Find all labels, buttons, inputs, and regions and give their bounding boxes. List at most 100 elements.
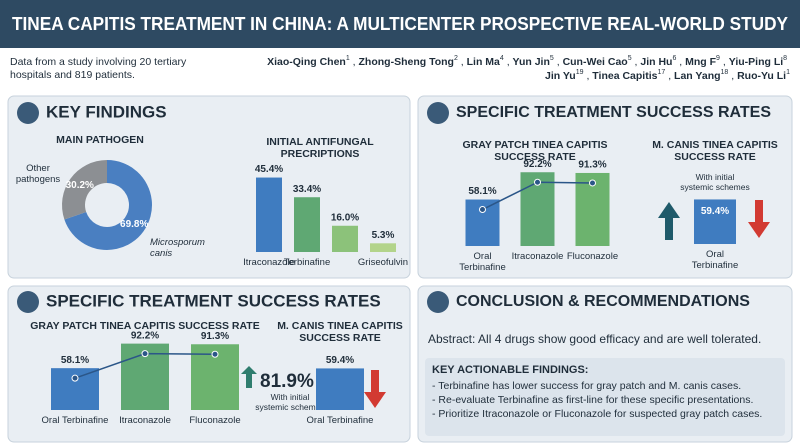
down-arrow bbox=[364, 370, 386, 408]
trend-point bbox=[71, 374, 79, 382]
value-label: 91.3% bbox=[578, 160, 606, 171]
bar bbox=[316, 368, 364, 410]
bar bbox=[332, 225, 358, 252]
highlight-note: With initial systemic schemes bbox=[255, 392, 324, 412]
author-sup: 1 bbox=[786, 69, 790, 76]
icon bbox=[17, 291, 39, 313]
value-label: 59.4% bbox=[701, 206, 729, 217]
author-sup: 1 bbox=[346, 55, 350, 62]
author-name: Lan Yang bbox=[674, 70, 721, 82]
bar bbox=[694, 199, 736, 244]
finding: - Prioritize Itraconazole or Fluconazole… bbox=[432, 408, 762, 420]
value-label: 45.4% bbox=[255, 164, 283, 175]
author-name: Yun Jin bbox=[513, 56, 550, 68]
value-label: 69.8% bbox=[120, 219, 148, 230]
value-label: 92.2% bbox=[131, 330, 159, 341]
finding: - Terbinafine has lower success for gray… bbox=[432, 380, 741, 392]
author-line: Xiao-Qing Chen1 , Zhong-Sheng Tong2 , Li… bbox=[267, 55, 790, 68]
x-tick-label: Itraconazole bbox=[243, 257, 295, 268]
value-label: 16.0% bbox=[331, 212, 359, 223]
up-arrow bbox=[658, 202, 680, 240]
author-sup: 17 bbox=[657, 69, 665, 76]
author-name: Mng F bbox=[685, 56, 716, 68]
x-tick-label: Griseofulvin bbox=[358, 257, 408, 268]
value-label: 59.4% bbox=[326, 355, 354, 366]
x-tick-label: Fluconazole bbox=[567, 251, 618, 262]
author-name: Lin Ma bbox=[467, 56, 500, 68]
bar bbox=[294, 197, 320, 252]
x-tick-label: Oral Terbinafine bbox=[42, 415, 109, 426]
value-label: 5.3% bbox=[372, 230, 395, 241]
icon bbox=[17, 102, 39, 124]
panel-title: SPECIFIC TREATMENT SUCCESS RATES bbox=[46, 291, 381, 310]
author-sup: 6 bbox=[672, 55, 676, 62]
author-line: Jin Yu19 , Tinea Capitis17 , Lan Yang18 … bbox=[545, 69, 790, 82]
chart-title: M. CANIS TINEA CAPITIS SUCCESS RATE bbox=[277, 320, 403, 344]
bar bbox=[51, 368, 99, 410]
value-label: 33.4% bbox=[293, 184, 321, 195]
author-sup: 5 bbox=[550, 55, 554, 62]
chart-note: With initial systemic schemes bbox=[680, 172, 749, 192]
intro: Data from a study involving 20 tertiary h… bbox=[10, 56, 187, 81]
author-name: Zhong-Sheng Tong bbox=[359, 56, 454, 68]
x-tick-label: Oral Terbinafine bbox=[459, 251, 505, 273]
trend-point bbox=[479, 206, 486, 214]
findings-box bbox=[425, 358, 785, 436]
value-label: 91.3% bbox=[201, 331, 229, 342]
up-arrow bbox=[241, 366, 257, 388]
chart-title: INITIAL ANTIFUNGAL PRECRIPTIONS bbox=[266, 136, 374, 160]
value-label: 30.2% bbox=[66, 180, 94, 191]
slice-label: Other pathogens bbox=[16, 163, 61, 185]
author-sup: 2 bbox=[454, 55, 458, 62]
x-tick-label: Itraconazole bbox=[512, 251, 564, 262]
chart-title: GRAY PATCH TINEA CAPITIS SUCCESS RATE bbox=[462, 139, 607, 163]
trend-point bbox=[534, 178, 541, 186]
author-name: Jin Hu bbox=[640, 56, 672, 68]
x-tick-label: Fluconazole bbox=[189, 415, 240, 426]
value-label: 92.2% bbox=[523, 159, 551, 170]
author-sup: 5 bbox=[628, 55, 632, 62]
abstract: Abstract: All 4 drugs show good efficacy… bbox=[428, 332, 761, 346]
author-name: Ruo-Yu Li bbox=[737, 70, 786, 82]
author-name: Yiu-Ping Li bbox=[729, 56, 784, 68]
slice-label: Microsporum canis bbox=[150, 237, 205, 259]
panel-title: KEY FINDINGS bbox=[46, 102, 167, 121]
chart-title: M. CANIS TINEA CAPITIS SUCCESS RATE bbox=[652, 139, 778, 163]
page-title: TINEA CAPITIS TREATMENT IN CHINA: A MULT… bbox=[12, 14, 788, 34]
pie-slice bbox=[61, 159, 107, 220]
panel-title: CONCLUSION & RECOMMENDATIONS bbox=[456, 293, 750, 310]
bar bbox=[256, 177, 282, 252]
author-sup: 19 bbox=[576, 69, 584, 76]
icon bbox=[427, 102, 449, 124]
author-name: Jin Yu bbox=[545, 70, 576, 82]
bar bbox=[370, 243, 396, 252]
chart-title: GRAY PATCH TINEA CAPITIS SUCCESS RATE bbox=[30, 320, 259, 332]
author-sup: 4 bbox=[500, 55, 504, 62]
x-tick-label: Oral Terbinafine bbox=[307, 415, 374, 426]
author-sup: 18 bbox=[721, 69, 729, 76]
icon bbox=[427, 291, 449, 313]
trend-point bbox=[589, 179, 596, 187]
x-tick-label: Terbinafine bbox=[284, 257, 330, 268]
finding: - Re-evaluate Terbinafine as first-line … bbox=[432, 394, 753, 406]
chart-title: MAIN PATHOGEN bbox=[56, 134, 144, 146]
findings-title: KEY ACTIONABLE FINDINGS: bbox=[432, 364, 588, 376]
highlight: 81.9% bbox=[260, 371, 314, 392]
author-sup: 8 bbox=[783, 55, 787, 62]
author-name: Cun-Wei Cao bbox=[563, 56, 628, 68]
trend-point bbox=[141, 350, 149, 358]
author-sup: 9 bbox=[716, 55, 720, 62]
header-band bbox=[0, 0, 800, 48]
value-label: 58.1% bbox=[61, 355, 89, 366]
panel-title: SPECIFIC TREATMENT SUCCESS RATES bbox=[456, 104, 771, 121]
x-tick-label: Itraconazole bbox=[119, 415, 171, 426]
down-arrow bbox=[748, 200, 770, 238]
author-name: Xiao-Qing Chen bbox=[267, 56, 346, 68]
pie-slice bbox=[64, 159, 152, 250]
trend-point bbox=[211, 350, 219, 358]
value-label: 58.1% bbox=[468, 186, 496, 197]
x-tick-label: Oral Terbinafine bbox=[692, 249, 738, 271]
author-name: Tinea Capitis bbox=[592, 70, 657, 82]
authors: Xiao-Qing Chen1 , Zhong-Sheng Tong2 , Li… bbox=[267, 55, 790, 82]
